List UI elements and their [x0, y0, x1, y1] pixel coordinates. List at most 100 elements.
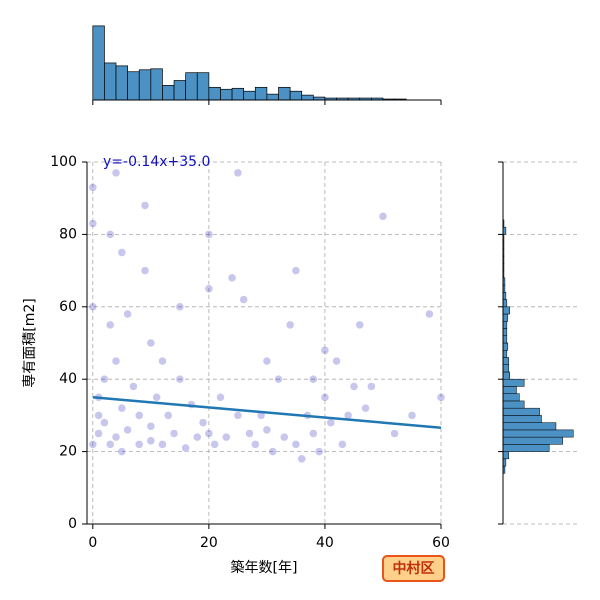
point: [117, 248, 127, 257]
point: [262, 425, 272, 435]
point: [338, 440, 347, 449]
point: [198, 418, 208, 427]
point: [436, 393, 446, 402]
top-hist-bar: [92, 25, 105, 101]
x-tick-label: 0: [88, 535, 97, 551]
top-hist-bar: [231, 87, 245, 101]
point: [245, 429, 254, 438]
point: [332, 356, 341, 366]
right-hist-bar: [502, 335, 508, 344]
y-tick-label: 20: [59, 444, 77, 460]
point: [361, 403, 370, 413]
point: [222, 432, 231, 442]
point: [175, 302, 185, 312]
top-hist-bar: [278, 86, 291, 101]
top-hist-bar: [138, 69, 152, 101]
point: [134, 411, 144, 420]
top-hist-bar: [266, 93, 279, 101]
point: [204, 230, 214, 239]
point: [134, 440, 144, 449]
point: [169, 429, 179, 438]
x-axis-label: 築年数[年]: [231, 560, 298, 576]
top-hist-bar: [115, 65, 128, 101]
point: [425, 309, 434, 319]
top-hist-bar: [289, 90, 303, 101]
point: [105, 440, 115, 449]
right-hist-bar: [502, 299, 508, 308]
right-hist-bar: [502, 407, 540, 416]
top-hist-bar: [173, 80, 187, 101]
point: [88, 183, 98, 192]
top-hist-bar: [243, 90, 256, 101]
point: [262, 356, 272, 366]
point: [140, 201, 150, 210]
top-hist-bar: [127, 71, 140, 101]
point: [146, 422, 156, 431]
point: [117, 403, 127, 413]
point: [88, 440, 98, 449]
point: [378, 212, 388, 221]
right-hist-bar: [502, 429, 574, 438]
right-hist-bar: [502, 364, 510, 373]
point: [111, 168, 121, 178]
point: [349, 382, 359, 391]
point: [129, 382, 138, 391]
point: [94, 429, 103, 438]
top-hist-bar: [208, 86, 221, 101]
right-hist-bar: [502, 328, 508, 337]
point: [111, 432, 121, 442]
top-hist-bar: [220, 88, 233, 101]
point: [326, 418, 335, 427]
x-tick-label: 60: [432, 535, 450, 551]
point: [193, 432, 202, 442]
y-tick-label: 100: [50, 154, 77, 170]
point: [367, 382, 376, 391]
right-hist-bar: [502, 306, 510, 315]
point: [88, 219, 98, 228]
right-hist-bar: [502, 400, 525, 409]
point: [233, 168, 243, 178]
right-hist-bar: [502, 378, 525, 387]
top-hist-bar: [254, 86, 268, 101]
point: [407, 411, 417, 420]
right-hist-bar: [502, 415, 542, 423]
point: [320, 393, 330, 402]
point: [94, 411, 103, 420]
point: [88, 302, 98, 312]
point: [233, 411, 243, 420]
point: [111, 356, 121, 366]
point: [320, 345, 330, 355]
y-tick-label: 0: [68, 516, 77, 532]
point: [314, 447, 324, 456]
point: [210, 440, 219, 449]
point: [291, 440, 301, 449]
point: [100, 374, 109, 384]
point: [280, 432, 289, 442]
right-hist-bar: [502, 436, 563, 445]
right-hist-bar: [502, 422, 557, 431]
point: [204, 429, 214, 438]
right-hist-bar: [502, 349, 508, 358]
point: [355, 320, 365, 330]
regression-label: y=-0.14x+35.0: [103, 154, 210, 170]
top-hist-bar: [185, 72, 198, 101]
point: [285, 320, 295, 330]
point: [152, 393, 161, 402]
right-hist-bar: [502, 371, 510, 380]
top-hist-bar: [196, 72, 210, 101]
point: [251, 440, 260, 449]
point: [105, 230, 115, 239]
regression-line: [92, 396, 442, 429]
top-hist-bar: [301, 94, 314, 101]
point: [175, 374, 185, 384]
point: [158, 356, 167, 366]
right-hist-bar: [502, 321, 508, 329]
point: [216, 393, 225, 402]
top-hist-bar: [150, 68, 163, 101]
x-tick-label: 20: [200, 535, 218, 551]
y-tick-label: 40: [59, 371, 77, 387]
point: [100, 418, 109, 427]
right-hist-bar: [502, 386, 517, 394]
x-tick-label: 40: [316, 535, 334, 551]
top-hist-bar: [162, 85, 175, 101]
